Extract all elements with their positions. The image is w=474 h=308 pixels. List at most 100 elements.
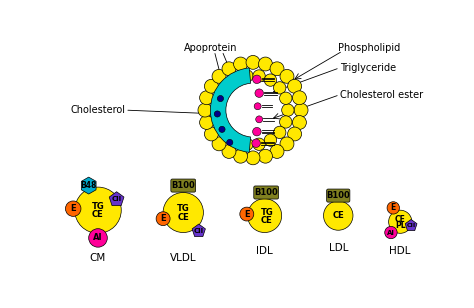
Text: CE: CE xyxy=(92,210,104,219)
FancyBboxPatch shape xyxy=(254,186,279,199)
Text: CE: CE xyxy=(261,216,273,225)
Text: B100: B100 xyxy=(172,181,195,190)
Circle shape xyxy=(280,137,294,151)
Circle shape xyxy=(214,111,220,117)
Text: E: E xyxy=(70,204,76,213)
Text: Triglyceride: Triglyceride xyxy=(340,63,396,73)
Text: B48: B48 xyxy=(81,181,97,190)
Text: Cholesterol: Cholesterol xyxy=(70,105,125,115)
Circle shape xyxy=(288,79,301,93)
Text: VLDL: VLDL xyxy=(170,253,197,262)
Circle shape xyxy=(273,82,286,94)
Circle shape xyxy=(220,126,232,139)
Circle shape xyxy=(218,95,224,102)
Text: Apoprotein: Apoprotein xyxy=(183,43,237,53)
Text: CII: CII xyxy=(194,228,204,234)
Circle shape xyxy=(212,69,226,83)
Polygon shape xyxy=(192,224,205,237)
Circle shape xyxy=(292,116,306,129)
Circle shape xyxy=(198,103,212,117)
Polygon shape xyxy=(405,219,417,231)
Text: CII: CII xyxy=(111,197,122,202)
Circle shape xyxy=(264,74,277,86)
Text: CE: CE xyxy=(395,215,406,224)
Circle shape xyxy=(234,149,247,163)
Circle shape xyxy=(163,192,203,233)
Circle shape xyxy=(258,57,273,71)
Circle shape xyxy=(222,62,236,76)
Circle shape xyxy=(253,138,265,150)
Circle shape xyxy=(241,138,253,150)
Text: LDL: LDL xyxy=(328,243,348,253)
Circle shape xyxy=(65,201,81,217)
Text: TG: TG xyxy=(91,202,104,211)
Circle shape xyxy=(252,139,260,148)
Circle shape xyxy=(234,57,247,71)
Text: E: E xyxy=(244,209,250,219)
Circle shape xyxy=(280,116,292,128)
Text: CE: CE xyxy=(177,213,189,222)
Circle shape xyxy=(156,212,170,225)
Circle shape xyxy=(288,127,301,141)
Circle shape xyxy=(246,55,260,69)
Circle shape xyxy=(253,75,261,83)
Circle shape xyxy=(75,187,121,233)
Wedge shape xyxy=(210,68,251,152)
Circle shape xyxy=(282,104,294,116)
Circle shape xyxy=(240,207,254,221)
Circle shape xyxy=(200,116,214,129)
Circle shape xyxy=(264,134,277,146)
Circle shape xyxy=(254,103,261,110)
Text: TG: TG xyxy=(177,204,190,213)
Circle shape xyxy=(200,91,214,105)
Circle shape xyxy=(222,144,236,158)
Text: CM: CM xyxy=(90,253,106,263)
Text: E: E xyxy=(160,214,166,223)
Circle shape xyxy=(89,229,107,247)
Circle shape xyxy=(246,151,260,165)
FancyBboxPatch shape xyxy=(171,179,196,192)
Circle shape xyxy=(389,210,412,233)
Circle shape xyxy=(385,226,397,239)
Circle shape xyxy=(273,126,286,139)
Circle shape xyxy=(387,202,400,214)
Text: HDL: HDL xyxy=(390,246,411,256)
Circle shape xyxy=(214,116,227,128)
Text: Phospholipid: Phospholipid xyxy=(338,43,401,53)
Circle shape xyxy=(255,89,264,97)
Circle shape xyxy=(280,92,292,104)
Text: Cholesterol ester: Cholesterol ester xyxy=(340,90,423,100)
Circle shape xyxy=(292,91,306,105)
Circle shape xyxy=(280,69,294,83)
Text: B100: B100 xyxy=(254,188,278,197)
Circle shape xyxy=(220,82,232,94)
Circle shape xyxy=(270,62,284,76)
Circle shape xyxy=(212,104,224,116)
Text: E: E xyxy=(391,203,396,213)
Polygon shape xyxy=(82,177,96,194)
Circle shape xyxy=(227,139,233,145)
Text: CE: CE xyxy=(332,211,344,220)
Text: IDL: IDL xyxy=(256,246,273,256)
Circle shape xyxy=(258,149,273,163)
Text: AI: AI xyxy=(387,229,395,236)
Circle shape xyxy=(253,70,265,82)
Circle shape xyxy=(229,74,242,86)
Text: CII: CII xyxy=(407,223,416,228)
Circle shape xyxy=(294,103,308,117)
Circle shape xyxy=(204,79,219,93)
Text: B100: B100 xyxy=(327,191,350,200)
Circle shape xyxy=(270,144,284,158)
Circle shape xyxy=(253,128,261,136)
Circle shape xyxy=(324,201,353,230)
Circle shape xyxy=(214,92,227,104)
Circle shape xyxy=(255,116,263,123)
FancyBboxPatch shape xyxy=(327,189,350,202)
Circle shape xyxy=(241,70,253,82)
Circle shape xyxy=(219,126,225,132)
Circle shape xyxy=(204,127,219,141)
Text: PL: PL xyxy=(395,221,406,230)
Circle shape xyxy=(247,199,282,233)
Circle shape xyxy=(212,137,226,151)
Circle shape xyxy=(229,134,242,146)
